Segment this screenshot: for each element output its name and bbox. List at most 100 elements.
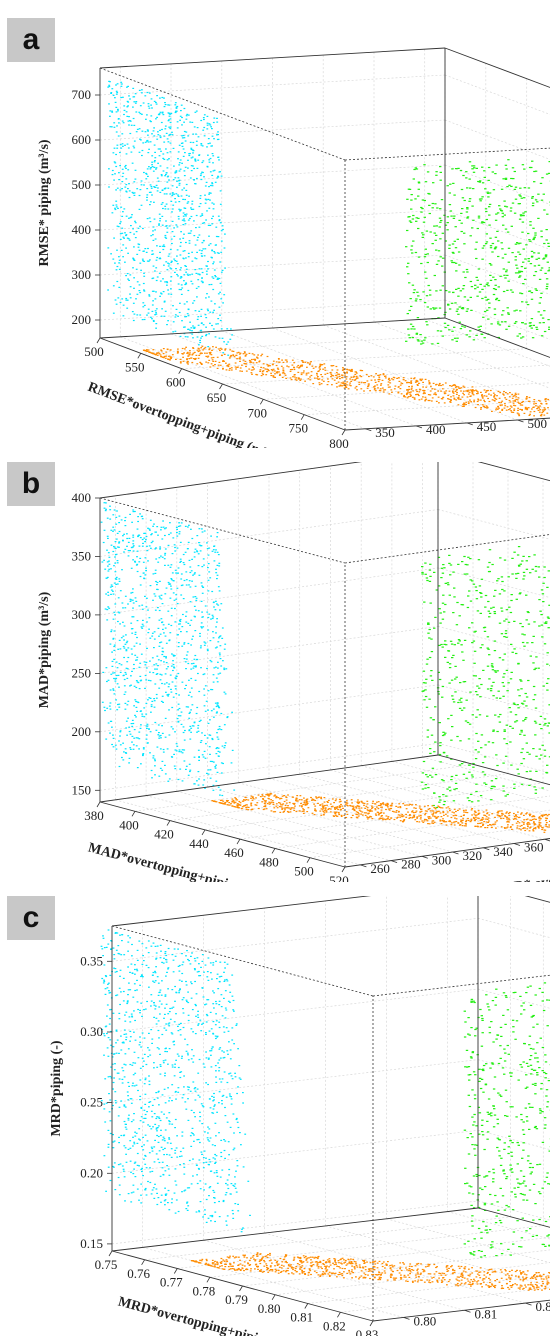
data-point <box>452 395 455 397</box>
data-point <box>160 598 163 600</box>
data-point <box>110 584 113 586</box>
data-point <box>464 720 468 722</box>
data-point <box>188 729 191 731</box>
data-point <box>117 611 120 613</box>
data-point <box>185 654 188 656</box>
data-point <box>407 334 411 336</box>
data-point <box>409 221 413 223</box>
data-point <box>458 306 461 308</box>
data-point <box>174 316 177 318</box>
data-point <box>175 268 177 270</box>
data-point <box>185 271 187 273</box>
data-point <box>136 528 139 530</box>
data-point <box>113 529 116 531</box>
data-point <box>174 546 176 549</box>
data-point <box>122 304 125 306</box>
data-point <box>132 106 134 108</box>
data-point <box>183 250 186 252</box>
grid-line <box>437 567 550 598</box>
data-point <box>457 313 460 315</box>
data-point <box>442 396 445 399</box>
data-point <box>198 756 200 758</box>
data-point <box>210 618 212 620</box>
data-point <box>256 356 258 358</box>
data-point <box>117 597 120 599</box>
data-point <box>215 780 218 782</box>
data-point <box>108 103 110 105</box>
data-point <box>408 391 411 393</box>
data-point <box>463 199 466 202</box>
data-point <box>119 735 121 737</box>
data-point <box>199 353 202 355</box>
data-point <box>522 212 525 214</box>
data-point <box>352 376 355 378</box>
data-point <box>159 354 162 356</box>
data-point <box>543 330 547 333</box>
data-point <box>505 409 508 411</box>
data-point <box>445 795 448 797</box>
data-point <box>184 336 187 338</box>
data-point <box>210 354 213 356</box>
data-point <box>153 700 156 702</box>
data-point <box>216 704 219 706</box>
data-point <box>200 308 203 310</box>
data-point <box>455 168 458 170</box>
data-point <box>201 145 204 147</box>
data-point <box>454 665 457 667</box>
data-point <box>199 741 202 743</box>
data-point <box>508 396 511 398</box>
data-point <box>178 749 181 751</box>
data-point <box>458 640 461 642</box>
data-point <box>114 541 117 543</box>
data-point <box>302 372 305 374</box>
data-point <box>474 284 477 286</box>
data-point <box>166 269 169 271</box>
data-point <box>199 215 202 217</box>
data-point <box>448 329 451 331</box>
data-point <box>158 155 161 157</box>
data-point <box>158 213 161 215</box>
data-point <box>153 161 156 163</box>
data-point <box>208 186 210 188</box>
data-point <box>530 250 534 252</box>
data-point <box>424 400 426 402</box>
data-point <box>216 618 218 620</box>
data-point <box>116 667 119 669</box>
data-point <box>173 753 175 755</box>
data-point <box>122 172 125 174</box>
data-point <box>156 256 159 259</box>
data-point <box>142 260 144 262</box>
data-point <box>264 368 267 370</box>
data-point <box>284 374 287 376</box>
data-point <box>151 635 154 637</box>
data-point <box>511 397 514 399</box>
data-point <box>148 107 151 109</box>
data-point <box>527 187 531 189</box>
data-point <box>156 746 159 748</box>
data-point <box>218 220 221 222</box>
data-point <box>250 361 253 363</box>
data-point <box>211 174 214 176</box>
data-point <box>307 378 310 380</box>
data-point <box>321 364 324 366</box>
data-point <box>125 720 128 722</box>
data-point <box>513 322 517 324</box>
data-point <box>175 110 178 112</box>
data-point <box>499 697 502 699</box>
data-point <box>172 660 174 662</box>
data-point <box>278 374 281 376</box>
data-point <box>107 594 110 596</box>
data-point <box>197 324 200 326</box>
data-point <box>140 653 143 655</box>
data-point <box>440 384 442 387</box>
data-point <box>477 399 480 401</box>
data-point <box>441 257 445 259</box>
data-point <box>128 279 130 281</box>
data-point <box>113 147 116 149</box>
data-point <box>160 641 163 643</box>
data-point <box>138 89 141 91</box>
data-point <box>531 196 534 198</box>
data-point <box>455 270 458 272</box>
data-point <box>504 630 508 632</box>
data-point <box>336 376 339 378</box>
